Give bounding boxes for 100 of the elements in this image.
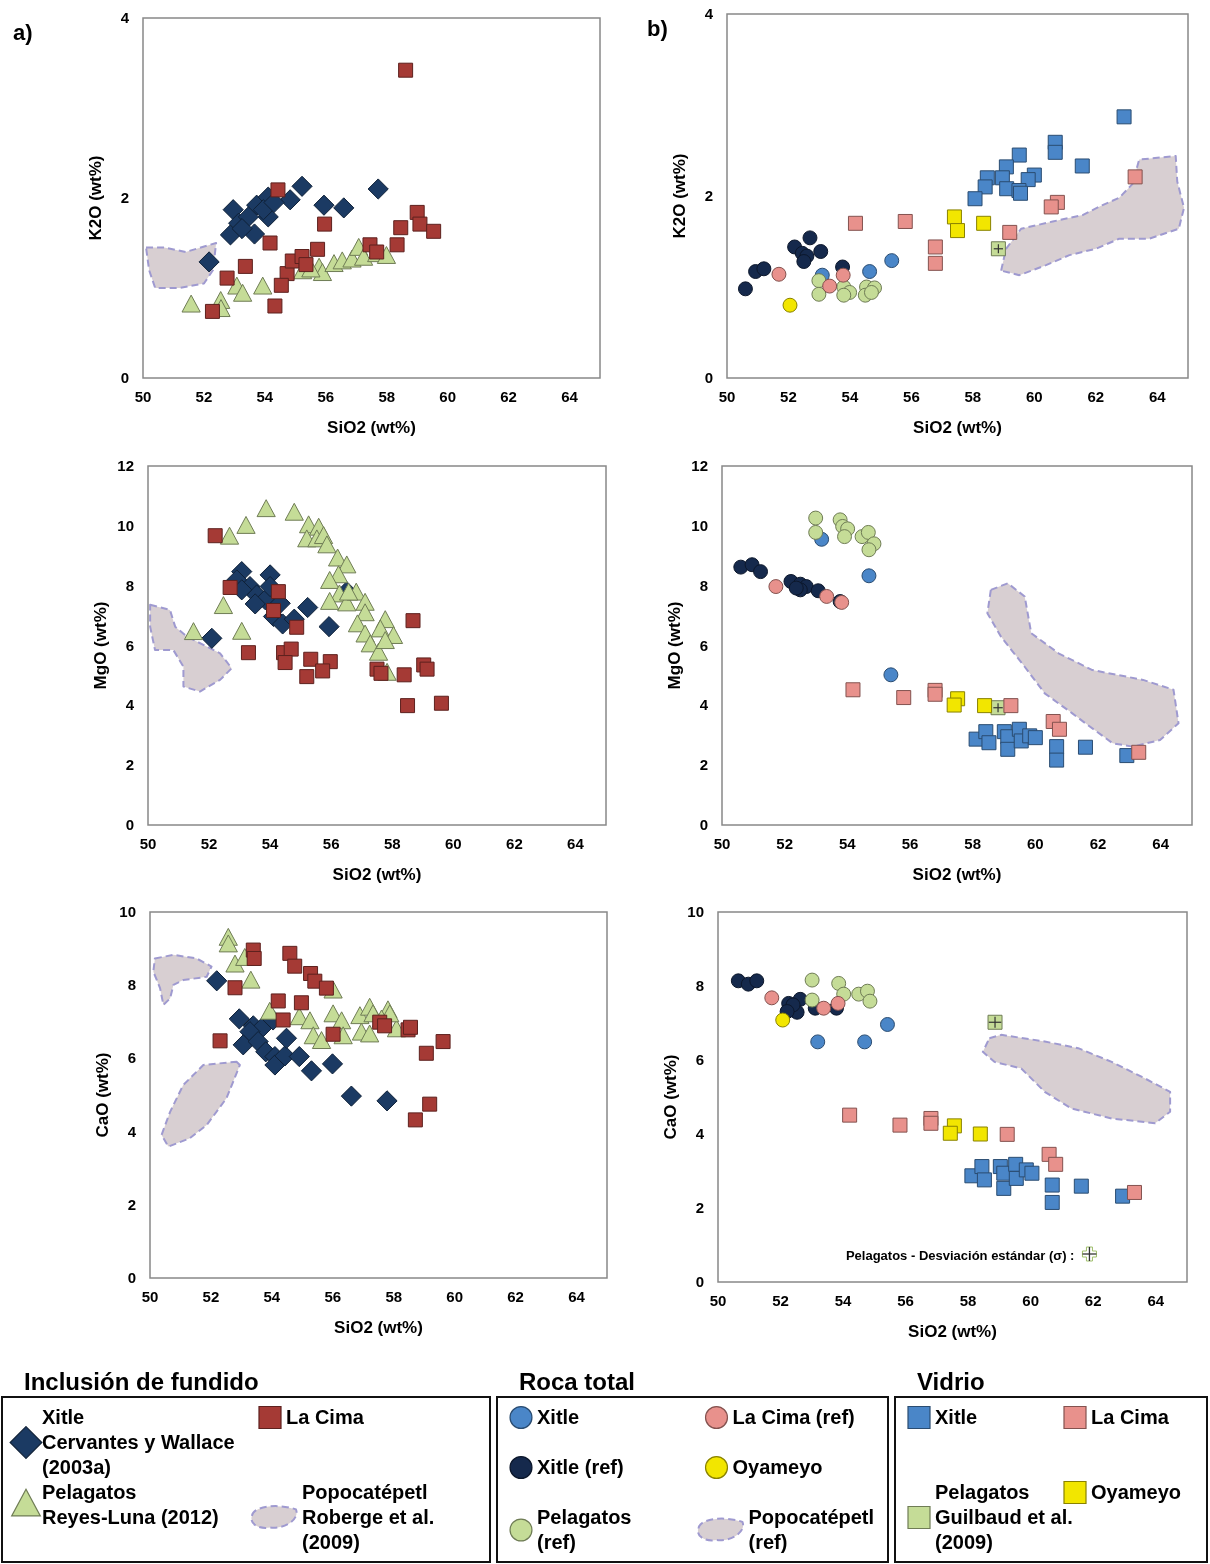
x-axis-title: SiO2 (wt%) (912, 865, 1002, 884)
x-tick-label: 50 (139, 835, 157, 852)
y-axis-title: CaO (wt%) (661, 1054, 680, 1140)
x-tick-label: 52 (200, 835, 218, 852)
x-axis-title: SiO2 (wt%) (913, 418, 1002, 437)
x-tick-label: 56 (897, 1292, 914, 1309)
y-tick-label: 2 (125, 756, 134, 774)
legend-label: Xitle Cervantes y Wallace (2003a) (42, 1406, 235, 1478)
y-tick-label: 4 (704, 5, 714, 22)
x-tick-label: 64 (1148, 388, 1167, 405)
x-tick-label: 60 (446, 1288, 464, 1305)
legend-label: Pelagatos Guilbaud et al. (2009) (935, 1481, 1073, 1553)
annotation: Pelagatos - Desviación estándar (σ) : (845, 1248, 1075, 1263)
y-tick-label: 2 (699, 756, 708, 774)
x-tick-label: 60 (1025, 388, 1043, 405)
x-tick-label: 50 (141, 1288, 159, 1305)
x-tick-label: 52 (202, 1288, 220, 1305)
y-tick-label: 4 (125, 696, 135, 714)
legend-title: Inclusión de fundido (24, 1368, 259, 1395)
x-tick-label: 56 (324, 1288, 342, 1305)
x-tick-label: 52 (776, 835, 794, 852)
legend-label: La Cima (286, 1406, 365, 1428)
legend-label: La Cima (1091, 1406, 1170, 1428)
x-axis-title: SiO2 (wt%) (908, 1322, 997, 1341)
x-tick-label: 64 (1147, 1292, 1165, 1309)
x-tick-label: 64 (1152, 835, 1170, 852)
x-tick-label: 62 (507, 1288, 524, 1305)
x-tick-label: 62 (1089, 835, 1107, 852)
x-tick-label: 54 (841, 388, 859, 405)
x-tick-label: 58 (385, 1288, 403, 1305)
x-tick-label: 50 (718, 388, 736, 405)
legend-label: Xitle (ref) (537, 1456, 624, 1478)
x-tick-label: 58 (964, 388, 982, 405)
y-axis-title: K2O (wt%) (86, 155, 105, 241)
y-tick-label: 10 (691, 516, 708, 534)
legend-label: Popocatépetl (ref) (748, 1506, 875, 1553)
y-tick-label: 0 (120, 369, 129, 386)
legend-label: La Cima (ref) (732, 1406, 855, 1428)
y-tick-label: 2 (127, 1195, 136, 1213)
x-tick-label: 56 (317, 388, 335, 405)
y-tick-label: 4 (120, 9, 130, 26)
legend-label: Xitle (537, 1406, 580, 1428)
y-tick-label: 6 (695, 1051, 704, 1068)
legend-label: Xitle (935, 1406, 978, 1428)
y-tick-label: 0 (704, 369, 713, 386)
x-tick-label: 54 (261, 835, 280, 852)
x-tick-label: 64 (567, 835, 585, 852)
y-axis-title: MgO (wt%) (91, 601, 110, 690)
y-tick-label: 0 (127, 1269, 136, 1286)
y-tick-label: 0 (695, 1273, 704, 1290)
x-tick-label: 50 (709, 1292, 727, 1309)
x-axis-title: SiO2 (wt%) (334, 1318, 423, 1337)
x-tick-label: 60 (439, 388, 457, 405)
x-tick-label: 64 (561, 388, 579, 405)
y-tick-label: 0 (699, 816, 708, 833)
text: Vidrio (917, 1368, 985, 1395)
x-tick-label: 58 (964, 835, 982, 852)
y-tick-label: 0 (125, 816, 134, 833)
x-tick-label: 52 (772, 1292, 789, 1309)
y-tick-label: 4 (695, 1125, 705, 1142)
y-tick-label: 8 (127, 976, 136, 994)
chart-title: a) (13, 20, 33, 45)
x-tick-label: 58 (378, 388, 396, 405)
legend-label: Pelagatos (ref) (537, 1506, 632, 1553)
x-tick-label: 60 (1026, 835, 1044, 852)
x-tick-label: 50 (134, 388, 152, 405)
text: Roca total (519, 1368, 636, 1395)
x-tick-label: 50 (713, 835, 731, 852)
y-tick-label: 10 (687, 903, 704, 920)
x-axis-title: SiO2 (wt%) (327, 418, 416, 437)
x-tick-label: 56 (901, 835, 919, 852)
x-tick-label: 60 (1022, 1292, 1040, 1309)
y-tick-label: 10 (117, 516, 134, 534)
x-tick-label: 56 (903, 388, 920, 405)
legend-label: Oyameyo (732, 1456, 823, 1478)
x-tick-label: 62 (1087, 388, 1105, 405)
y-tick-label: 2 (695, 1199, 704, 1216)
chart-title: b) (647, 16, 668, 41)
x-tick-label: 54 (838, 835, 857, 852)
y-tick-label: 8 (695, 977, 704, 994)
y-tick-label: 4 (127, 1122, 137, 1140)
legend-label: Pelagatos Reyes-Luna (2012) (42, 1481, 219, 1528)
x-tick-label: 54 (256, 388, 274, 405)
y-tick-label: 12 (691, 457, 708, 474)
y-tick-label: 2 (704, 187, 713, 204)
y-tick-label: 8 (125, 576, 134, 594)
x-tick-label: 62 (500, 388, 517, 405)
y-tick-label: 6 (127, 1049, 136, 1067)
y-tick-label: 6 (125, 636, 134, 654)
legend-label: Popocatépetl Roberge et al. (2009) (302, 1481, 435, 1553)
x-tick-label: 62 (1084, 1292, 1102, 1309)
y-axis-title: CaO (wt%) (93, 1052, 112, 1138)
legend-label: Oyameyo (1091, 1481, 1182, 1503)
x-axis-title: SiO2 (wt%) (332, 865, 422, 884)
x-tick-label: 52 (195, 388, 213, 405)
y-tick-label: 4 (699, 696, 709, 714)
y-axis-title: K2O (wt%) (670, 153, 689, 239)
x-tick-label: 58 (383, 835, 401, 852)
x-tick-label: 56 (322, 835, 340, 852)
x-tick-label: 54 (834, 1292, 853, 1309)
